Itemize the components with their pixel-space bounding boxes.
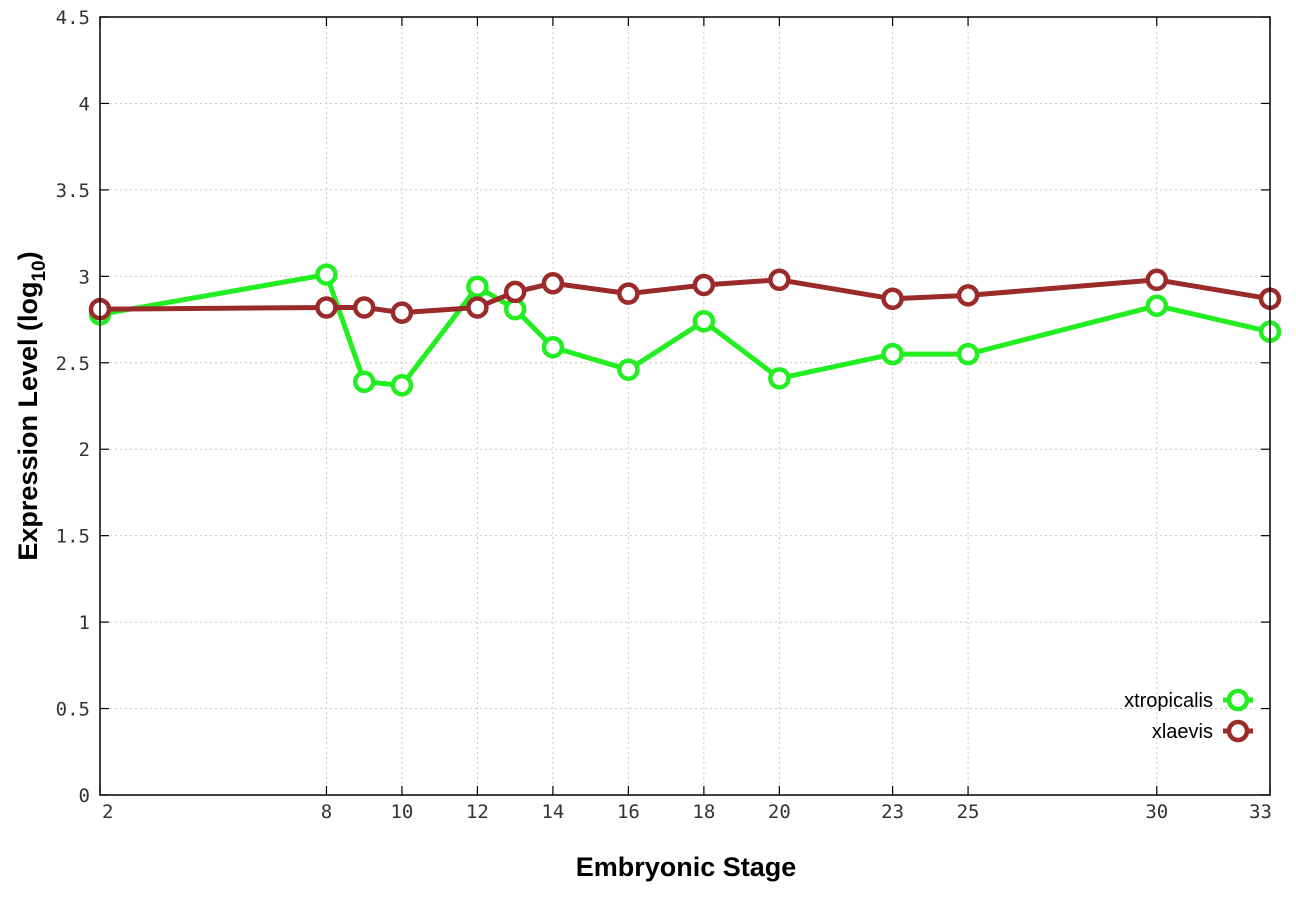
data-point xyxy=(352,296,376,319)
x-tick-label: 14 xyxy=(541,801,564,823)
data-point xyxy=(956,342,980,366)
series-xlaevis xyxy=(88,268,1282,324)
x-tick-label: 12 xyxy=(466,801,489,823)
axis-ticks: 0 0.5 1 1.5 2 2.5 3 3.5 4 4.5 2 8 10 12 14 16 18 20 23 25 30… xyxy=(56,7,1272,823)
legend-swatch-marker xyxy=(1226,688,1250,712)
y-axis-title: Expression Level (log10) xyxy=(13,251,50,560)
data-point xyxy=(466,296,489,319)
data-point xyxy=(466,275,489,298)
data-point xyxy=(541,335,565,359)
plot-frame xyxy=(99,16,1271,796)
legend-swatch-marker xyxy=(1226,719,1250,743)
data-point xyxy=(1145,294,1169,317)
data-point xyxy=(503,280,527,304)
x-tick-label: 30 xyxy=(1145,801,1168,823)
data-point xyxy=(617,282,640,305)
y-tick-label: 2 xyxy=(79,439,90,461)
data-point xyxy=(1145,268,1169,292)
x-tick-label: 18 xyxy=(692,801,715,823)
legend: xtropicalis xlaevis xyxy=(1124,688,1253,743)
x-tick-label: 20 xyxy=(768,801,791,823)
data-point xyxy=(617,358,640,381)
data-point xyxy=(390,301,414,324)
x-tick-label: 10 xyxy=(390,801,413,823)
data-point xyxy=(390,374,414,397)
x-tick-label: 16 xyxy=(617,801,640,823)
y-tick-label: 0 xyxy=(79,785,90,807)
x-tick-label: 2 xyxy=(102,801,113,823)
data-point xyxy=(315,296,338,319)
y-tick-label: 3.5 xyxy=(56,180,90,202)
data-point xyxy=(692,273,716,297)
x-tick-label: 8 xyxy=(321,801,332,823)
y-tick-label: 1 xyxy=(79,612,90,634)
y-tick-label: 4.5 xyxy=(56,7,90,29)
data-point xyxy=(881,287,904,311)
y-tick-label: 0.5 xyxy=(56,699,90,721)
x-axis-title: Embryonic Stage xyxy=(576,852,797,882)
data-point xyxy=(768,367,791,390)
data-point xyxy=(768,268,791,292)
data-point xyxy=(541,271,565,295)
y-tick-label: 2.5 xyxy=(56,353,90,375)
data-point xyxy=(352,370,376,394)
y-tick-label: 4 xyxy=(79,93,90,115)
y-tick-label: 1.5 xyxy=(56,526,90,548)
y-tick-label: 3 xyxy=(79,266,90,288)
data-point xyxy=(692,310,716,333)
x-tick-label: 25 xyxy=(957,801,980,823)
legend-label: xtropicalis xyxy=(1124,690,1213,712)
x-tick-label: 33 xyxy=(1249,801,1272,823)
series-line xyxy=(99,272,1271,388)
x-tick-label: 23 xyxy=(881,801,904,823)
grid-lines xyxy=(100,17,1270,795)
series-layer xyxy=(88,263,1282,397)
data-point xyxy=(315,263,338,286)
legend-label: xlaevis xyxy=(1152,721,1213,743)
data-point xyxy=(881,342,904,366)
data-point xyxy=(956,284,980,307)
